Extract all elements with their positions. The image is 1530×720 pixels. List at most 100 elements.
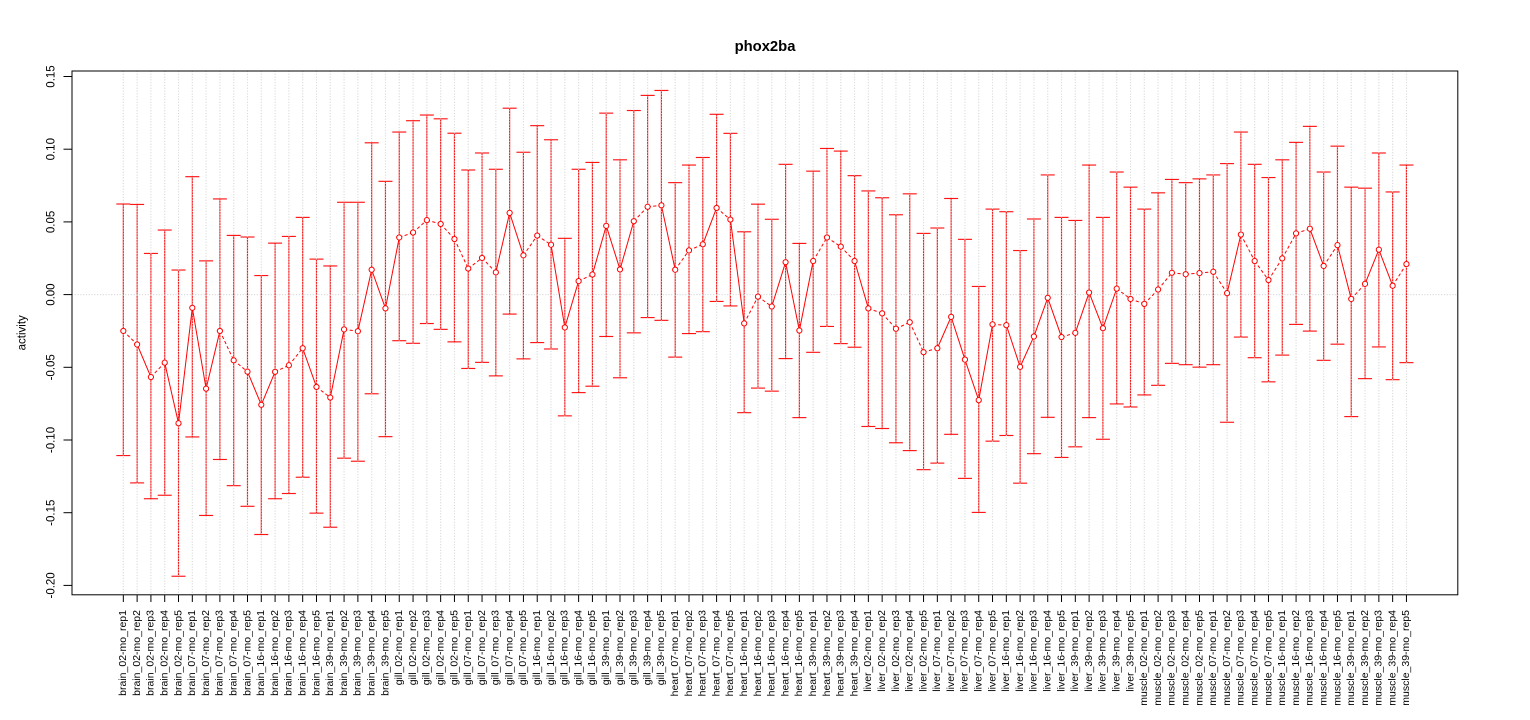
- svg-text:gill_02-mo_rep2: gill_02-mo_rep2: [407, 610, 419, 685]
- svg-text:gill_07-mo_rep2: gill_07-mo_rep2: [476, 610, 488, 685]
- svg-text:gill_39-mo_rep2: gill_39-mo_rep2: [614, 610, 626, 685]
- svg-text:heart_16-mo_rep4: heart_16-mo_rep4: [779, 610, 791, 697]
- svg-text:heart_07-mo_rep3: heart_07-mo_rep3: [697, 610, 709, 697]
- svg-text:brain_39-mo_rep4: brain_39-mo_rep4: [365, 610, 377, 696]
- svg-text:heart_16-mo_rep3: heart_16-mo_rep3: [766, 610, 778, 697]
- svg-text:phox2ba: phox2ba: [735, 39, 797, 55]
- svg-text:brain_07-mo_rep4: brain_07-mo_rep4: [228, 610, 240, 696]
- svg-text:heart_07-mo_rep4: heart_07-mo_rep4: [710, 610, 722, 697]
- svg-text:liver_02-mo_rep1: liver_02-mo_rep1: [862, 610, 874, 692]
- svg-text:brain_07-mo_rep5: brain_07-mo_rep5: [241, 610, 253, 696]
- svg-text:brain_16-mo_rep1: brain_16-mo_rep1: [255, 610, 267, 696]
- svg-text:gill_07-mo_rep5: gill_07-mo_rep5: [517, 610, 529, 685]
- svg-text:heart_07-mo_rep5: heart_07-mo_rep5: [724, 610, 736, 697]
- svg-text:activity: activity: [16, 315, 28, 350]
- svg-text:liver_39-mo_rep5: liver_39-mo_rep5: [1124, 610, 1136, 692]
- svg-text:brain_39-mo_rep1: brain_39-mo_rep1: [324, 610, 336, 696]
- svg-text:brain_07-mo_rep3: brain_07-mo_rep3: [214, 610, 226, 696]
- svg-text:liver_07-mo_rep3: liver_07-mo_rep3: [959, 610, 971, 692]
- svg-text:muscle_07-mo_rep5: muscle_07-mo_rep5: [1262, 610, 1274, 706]
- svg-text:muscle_16-mo_rep3: muscle_16-mo_rep3: [1304, 610, 1316, 706]
- svg-text:brain_39-mo_rep2: brain_39-mo_rep2: [338, 610, 350, 696]
- svg-text:gill_16-mo_rep1: gill_16-mo_rep1: [531, 610, 543, 685]
- svg-text:gill_07-mo_rep1: gill_07-mo_rep1: [462, 610, 474, 685]
- svg-text:liver_16-mo_rep4: liver_16-mo_rep4: [1042, 610, 1054, 692]
- svg-text:-0.20: -0.20: [45, 572, 57, 598]
- svg-text:liver_02-mo_rep5: liver_02-mo_rep5: [917, 610, 929, 692]
- svg-text:gill_16-mo_rep3: gill_16-mo_rep3: [559, 610, 571, 685]
- svg-text:gill_39-mo_rep4: gill_39-mo_rep4: [641, 610, 653, 685]
- svg-text:muscle_02-mo_rep4: muscle_02-mo_rep4: [1179, 610, 1191, 706]
- svg-text:gill_07-mo_rep3: gill_07-mo_rep3: [490, 610, 502, 685]
- svg-text:muscle_07-mo_rep3: muscle_07-mo_rep3: [1235, 610, 1247, 706]
- svg-text:liver_16-mo_rep1: liver_16-mo_rep1: [1000, 610, 1012, 692]
- svg-text:brain_16-mo_rep3: brain_16-mo_rep3: [283, 610, 295, 696]
- svg-text:muscle_16-mo_rep1: muscle_16-mo_rep1: [1276, 610, 1288, 706]
- svg-text:-0.05: -0.05: [45, 354, 57, 380]
- svg-text:liver_16-mo_rep3: liver_16-mo_rep3: [1028, 610, 1040, 692]
- svg-text:liver_07-mo_rep4: liver_07-mo_rep4: [973, 610, 985, 692]
- svg-text:gill_02-mo_rep1: gill_02-mo_rep1: [393, 610, 405, 685]
- svg-text:0.10: 0.10: [45, 138, 57, 160]
- svg-text:muscle_02-mo_rep3: muscle_02-mo_rep3: [1166, 610, 1178, 706]
- svg-text:-0.15: -0.15: [45, 500, 57, 526]
- svg-text:muscle_39-mo_rep4: muscle_39-mo_rep4: [1386, 610, 1398, 706]
- svg-text:liver_39-mo_rep3: liver_39-mo_rep3: [1097, 610, 1109, 692]
- svg-text:gill_39-mo_rep5: gill_39-mo_rep5: [655, 610, 667, 685]
- svg-text:muscle_39-mo_rep1: muscle_39-mo_rep1: [1345, 610, 1357, 706]
- svg-text:brain_39-mo_rep5: brain_39-mo_rep5: [379, 610, 391, 696]
- svg-text:brain_02-mo_rep2: brain_02-mo_rep2: [131, 610, 143, 696]
- svg-text:heart_39-mo_rep1: heart_39-mo_rep1: [807, 610, 819, 697]
- svg-text:muscle_39-mo_rep5: muscle_39-mo_rep5: [1400, 610, 1412, 706]
- svg-text:gill_39-mo_rep1: gill_39-mo_rep1: [600, 610, 612, 685]
- svg-text:brain_07-mo_rep2: brain_07-mo_rep2: [200, 610, 212, 696]
- svg-text:gill_02-mo_rep3: gill_02-mo_rep3: [421, 610, 433, 685]
- svg-text:brain_16-mo_rep5: brain_16-mo_rep5: [310, 610, 322, 696]
- svg-text:gill_07-mo_rep4: gill_07-mo_rep4: [503, 610, 515, 685]
- svg-text:liver_02-mo_rep4: liver_02-mo_rep4: [904, 610, 916, 692]
- svg-text:muscle_16-mo_rep4: muscle_16-mo_rep4: [1317, 610, 1329, 706]
- svg-text:muscle_02-mo_rep1: muscle_02-mo_rep1: [1138, 610, 1150, 706]
- svg-text:brain_39-mo_rep3: brain_39-mo_rep3: [352, 610, 364, 696]
- svg-text:gill_16-mo_rep4: gill_16-mo_rep4: [572, 610, 584, 685]
- svg-text:gill_02-mo_rep5: gill_02-mo_rep5: [448, 610, 460, 685]
- svg-text:0.00: 0.00: [45, 283, 57, 305]
- svg-text:liver_07-mo_rep2: liver_07-mo_rep2: [945, 610, 957, 692]
- svg-text:liver_16-mo_rep5: liver_16-mo_rep5: [1055, 610, 1067, 692]
- svg-text:muscle_02-mo_rep5: muscle_02-mo_rep5: [1193, 610, 1205, 706]
- svg-text:muscle_07-mo_rep4: muscle_07-mo_rep4: [1248, 610, 1260, 706]
- svg-text:brain_16-mo_rep2: brain_16-mo_rep2: [269, 610, 281, 696]
- svg-text:muscle_16-mo_rep2: muscle_16-mo_rep2: [1290, 610, 1302, 706]
- svg-text:liver_07-mo_rep1: liver_07-mo_rep1: [931, 610, 943, 692]
- svg-text:heart_39-mo_rep3: heart_39-mo_rep3: [835, 610, 847, 697]
- svg-text:muscle_07-mo_rep2: muscle_07-mo_rep2: [1221, 610, 1233, 706]
- svg-text:brain_02-mo_rep4: brain_02-mo_rep4: [159, 610, 171, 696]
- svg-text:muscle_39-mo_rep3: muscle_39-mo_rep3: [1373, 610, 1385, 706]
- svg-text:liver_16-mo_rep2: liver_16-mo_rep2: [1014, 610, 1026, 692]
- svg-text:0.05: 0.05: [45, 211, 57, 233]
- svg-text:brain_02-mo_rep1: brain_02-mo_rep1: [117, 610, 129, 696]
- svg-text:liver_02-mo_rep2: liver_02-mo_rep2: [876, 610, 888, 692]
- svg-text:brain_07-mo_rep1: brain_07-mo_rep1: [186, 610, 198, 696]
- svg-text:heart_07-mo_rep2: heart_07-mo_rep2: [683, 610, 695, 697]
- svg-text:heart_39-mo_rep2: heart_39-mo_rep2: [821, 610, 833, 697]
- svg-text:brain_16-mo_rep4: brain_16-mo_rep4: [296, 610, 308, 696]
- svg-text:liver_39-mo_rep1: liver_39-mo_rep1: [1069, 610, 1081, 692]
- svg-text:heart_16-mo_rep2: heart_16-mo_rep2: [752, 610, 764, 697]
- svg-text:heart_07-mo_rep1: heart_07-mo_rep1: [669, 610, 681, 697]
- svg-text:-0.10: -0.10: [45, 427, 57, 453]
- svg-text:gill_16-mo_rep5: gill_16-mo_rep5: [586, 610, 598, 685]
- svg-text:0.15: 0.15: [45, 65, 57, 87]
- svg-text:brain_02-mo_rep3: brain_02-mo_rep3: [145, 610, 157, 696]
- svg-text:liver_02-mo_rep3: liver_02-mo_rep3: [890, 610, 902, 692]
- svg-text:liver_07-mo_rep5: liver_07-mo_rep5: [986, 610, 998, 692]
- svg-text:muscle_07-mo_rep1: muscle_07-mo_rep1: [1207, 610, 1219, 706]
- svg-text:gill_39-mo_rep3: gill_39-mo_rep3: [628, 610, 640, 685]
- svg-text:muscle_39-mo_rep2: muscle_39-mo_rep2: [1359, 610, 1371, 706]
- svg-text:muscle_02-mo_rep2: muscle_02-mo_rep2: [1152, 610, 1164, 706]
- svg-text:liver_39-mo_rep4: liver_39-mo_rep4: [1111, 610, 1123, 692]
- svg-text:heart_39-mo_rep4: heart_39-mo_rep4: [848, 610, 860, 697]
- svg-text:brain_02-mo_rep5: brain_02-mo_rep5: [172, 610, 184, 696]
- svg-text:heart_16-mo_rep1: heart_16-mo_rep1: [738, 610, 750, 697]
- svg-text:gill_02-mo_rep4: gill_02-mo_rep4: [434, 610, 446, 685]
